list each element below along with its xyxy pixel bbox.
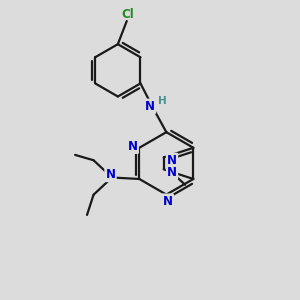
Text: N: N: [167, 154, 177, 167]
Text: Cl: Cl: [121, 8, 134, 21]
Text: N: N: [128, 140, 138, 153]
Text: N: N: [163, 195, 173, 208]
Text: H: H: [158, 96, 167, 106]
Text: N: N: [145, 100, 155, 113]
Text: N: N: [106, 168, 116, 181]
Text: N: N: [167, 166, 177, 179]
